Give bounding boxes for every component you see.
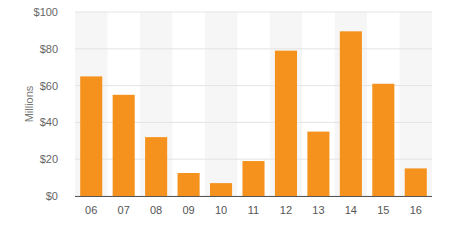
y-axis-label: Millions	[23, 85, 35, 122]
grid-line	[75, 12, 432, 13]
bar	[405, 168, 427, 196]
x-tick-label: 11	[248, 204, 259, 216]
y-tick-label: $0	[46, 190, 58, 202]
x-tick-label: 10	[215, 204, 227, 216]
y-tick-label: $100	[34, 6, 58, 18]
bar	[178, 173, 200, 196]
bars	[80, 31, 427, 196]
band	[400, 12, 432, 196]
bar	[275, 51, 297, 196]
y-tick-label: $40	[40, 116, 58, 128]
band	[335, 12, 367, 196]
band	[205, 12, 237, 196]
chart-container: $0 $20 $40 $60 $80 $100 06 07 08 09 10 11 12 13 14 15 16…	[0, 0, 450, 225]
bar	[307, 132, 329, 196]
grid-line	[75, 48, 432, 49]
x-tick-label: 07	[118, 204, 130, 216]
band	[270, 12, 302, 196]
chart-svg: $0 $20 $40 $60 $80 $100 06 07 08 09 10 11 12 13 14 15 16…	[0, 0, 450, 225]
y-tick-label: $80	[40, 43, 58, 55]
bands	[75, 12, 432, 196]
bar	[145, 137, 167, 196]
x-tick-label: 12	[280, 204, 292, 216]
band	[75, 12, 107, 196]
x-tick-label: 16	[410, 204, 422, 216]
bar	[80, 76, 102, 196]
bar	[113, 95, 135, 196]
y-tick-label: $60	[40, 80, 58, 92]
x-axis-line	[75, 196, 432, 197]
bar	[372, 84, 394, 196]
bar	[242, 161, 264, 196]
bar	[340, 31, 362, 196]
x-tick-label: 09	[182, 204, 194, 216]
x-tick-label: 15	[377, 204, 389, 216]
x-tick-label: 08	[150, 204, 162, 216]
bar	[210, 183, 232, 196]
x-tick-label: 06	[85, 204, 97, 216]
x-tick-label: 14	[345, 204, 357, 216]
band	[140, 12, 172, 196]
x-tick-label: 13	[312, 204, 324, 216]
y-tick-label: $20	[40, 153, 58, 165]
y-grid	[75, 12, 432, 196]
